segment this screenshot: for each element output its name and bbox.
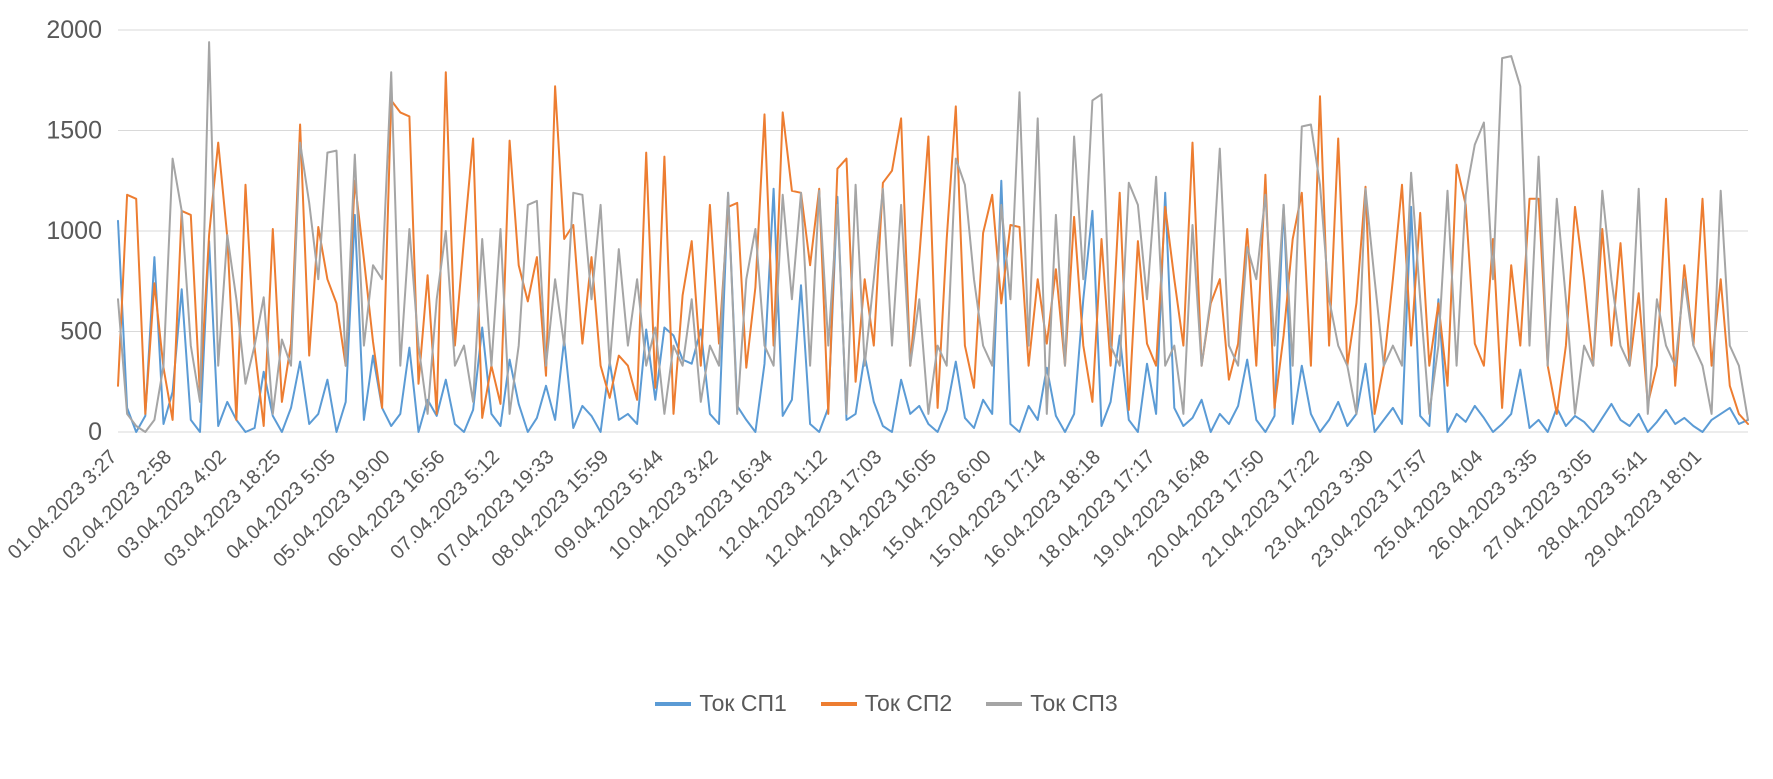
y-tick-label: 1500 — [46, 117, 102, 145]
y-tick-label: 0 — [88, 418, 102, 446]
legend-label-sp2: Ток СП2 — [864, 690, 953, 716]
legend-item-sp1[interactable]: Ток СП1 — [655, 690, 787, 717]
legend-item-sp3[interactable]: Ток СП3 — [986, 690, 1118, 717]
legend-line-swatch-sp1 — [655, 701, 692, 706]
legend-label-sp1: Ток СП1 — [699, 690, 787, 716]
legend-label-sp3: Ток СП3 — [1030, 690, 1118, 716]
chart-legend: Ток СП1 Ток СП2 Ток СП3 — [0, 690, 1773, 717]
series-line-1 — [117, 179, 1749, 433]
legend-line-swatch-sp3 — [986, 701, 1023, 706]
chart-series — [117, 41, 1749, 433]
legend-item-sp2[interactable]: Ток СП2 — [820, 690, 953, 717]
y-tick-label: 500 — [60, 318, 102, 346]
legend-line-swatch-sp2 — [820, 701, 857, 706]
y-axis-labels: 0 500 1000 1500 2000 — [46, 16, 102, 446]
series-line-3 — [117, 41, 1749, 433]
y-tick-label: 2000 — [46, 16, 102, 44]
series-line-2 — [117, 71, 1749, 427]
y-tick-label: 1000 — [46, 217, 102, 245]
